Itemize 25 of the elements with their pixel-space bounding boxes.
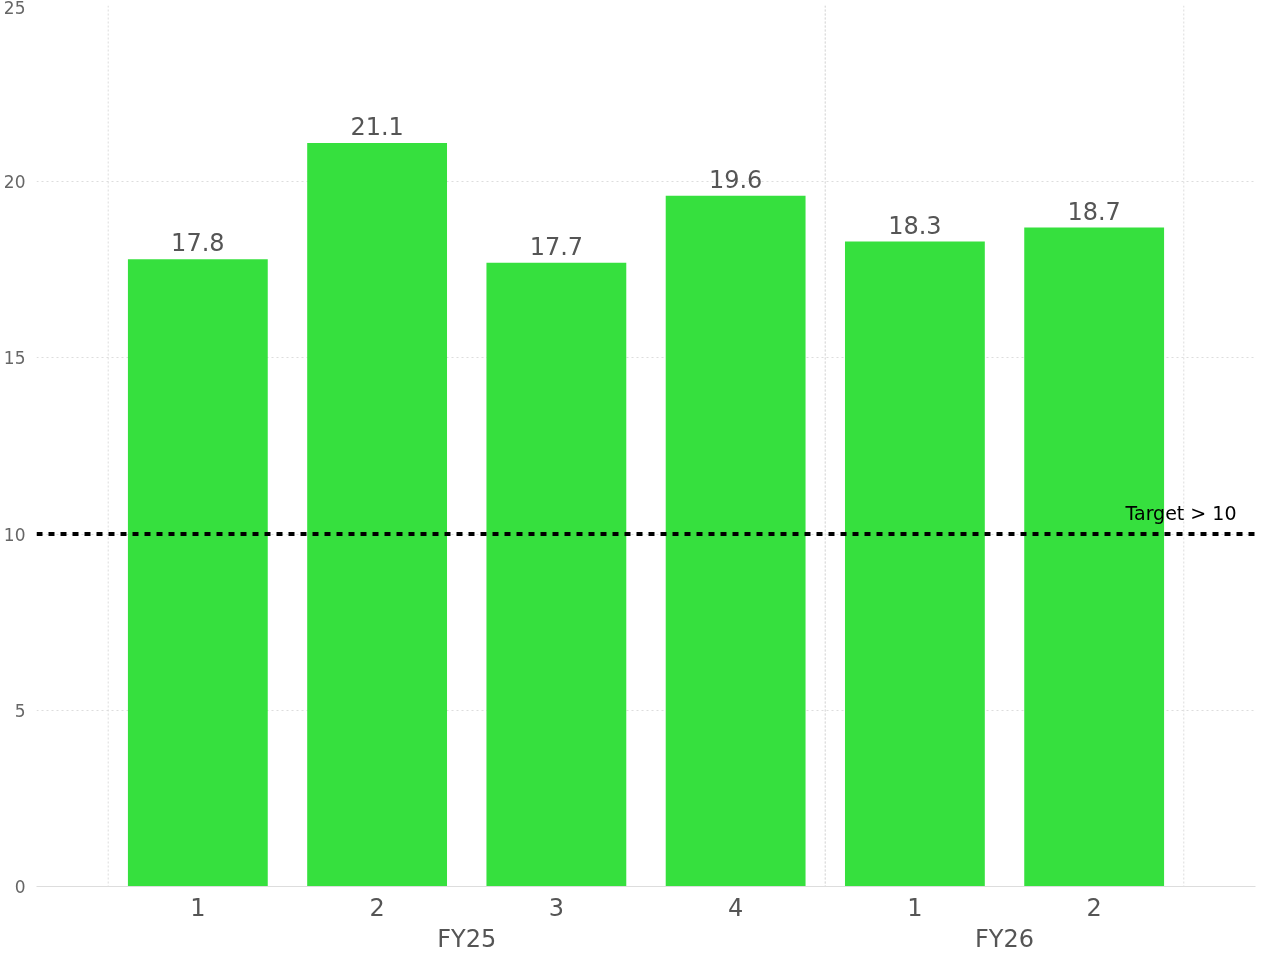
data-label: 18.3: [888, 211, 942, 240]
bar: [665, 195, 806, 887]
y-tick-label: 25: [3, 0, 26, 18]
x-tick-label: 1: [190, 893, 206, 922]
bar: [307, 142, 448, 887]
x-tick-label: 2: [1086, 893, 1102, 922]
x-tick-label: 1: [907, 893, 923, 922]
y-tick-label: 0: [14, 877, 26, 897]
data-label: 19.6: [708, 165, 763, 194]
x-tick-label: 4: [728, 893, 744, 922]
x-tick-label: 3: [548, 893, 565, 922]
bar: [844, 241, 985, 887]
data-label: 18.7: [1067, 197, 1121, 226]
y-tick-label: 15: [3, 348, 26, 369]
y-tick-label: 20: [3, 172, 26, 193]
bar: [127, 259, 268, 887]
y-tick-label: 10: [3, 524, 26, 545]
data-label: 21.1: [350, 112, 404, 141]
data-label: 17.7: [529, 232, 584, 261]
bar: [486, 262, 627, 887]
text: FY26: [975, 924, 1035, 953]
y-tick-label: 5: [14, 700, 26, 721]
text: FY25: [437, 924, 497, 953]
data-label: 17.8: [171, 229, 225, 258]
x-tick-label: 2: [369, 893, 385, 922]
